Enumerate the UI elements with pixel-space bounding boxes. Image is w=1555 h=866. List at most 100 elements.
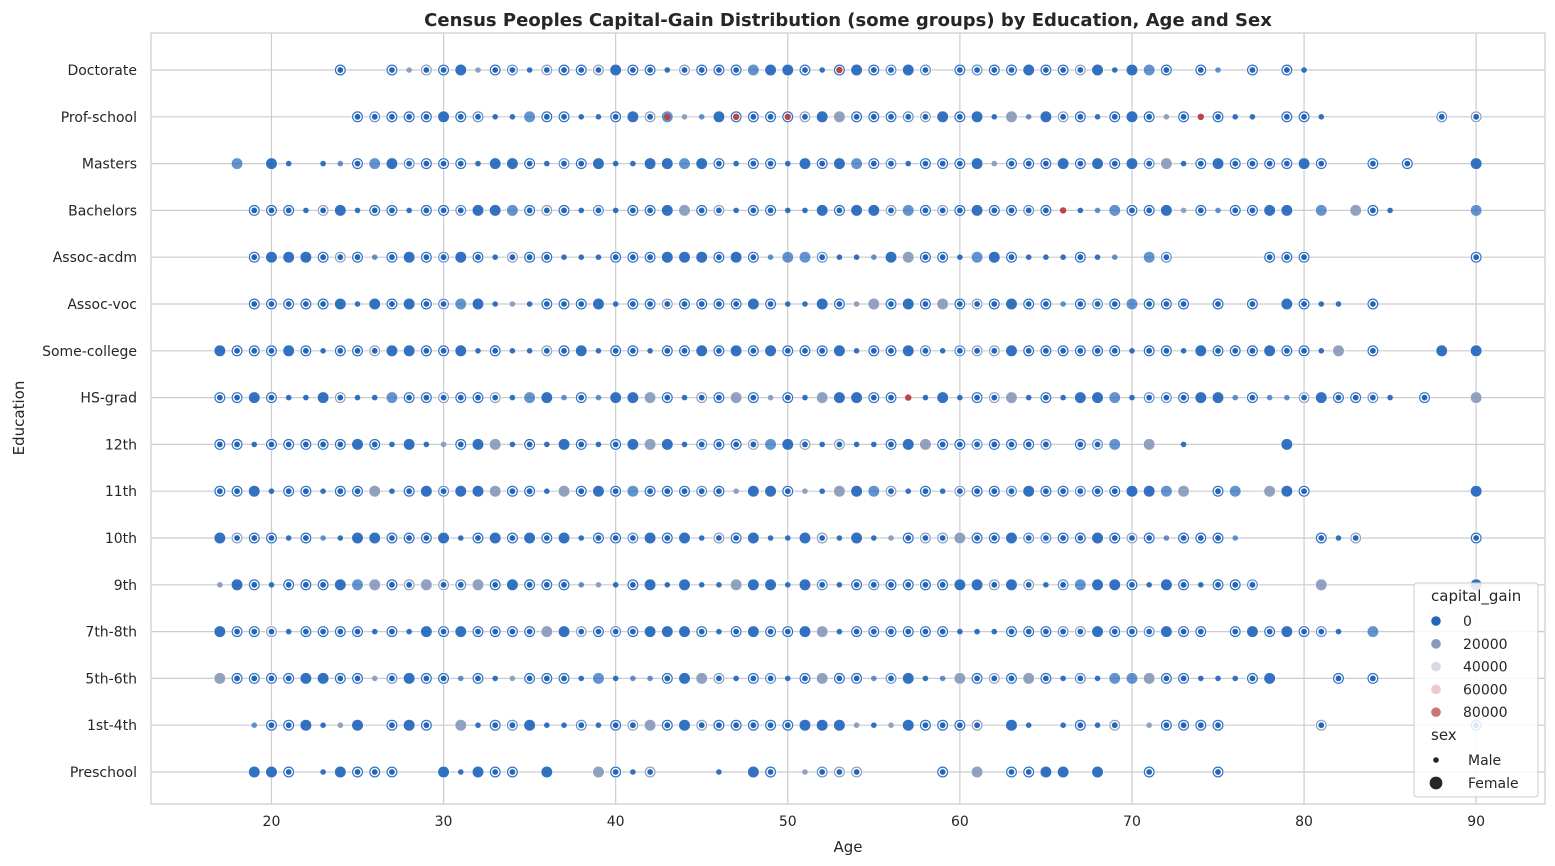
- data-point-male: [662, 346, 672, 356]
- data-point-female: [678, 625, 691, 638]
- data-point-female: [781, 251, 794, 264]
- data-point-male: [1213, 720, 1223, 730]
- legend-size-entries: Male Female: [1429, 753, 1519, 792]
- data-point-male: [611, 627, 620, 636]
- data-point-female: [661, 204, 674, 217]
- data-point-female: [902, 438, 915, 451]
- data-point-male: [525, 627, 534, 636]
- data-point-female: [213, 531, 226, 545]
- data-point-female: [867, 297, 880, 311]
- data-point-male: [576, 65, 586, 75]
- data-point-female: [626, 391, 639, 404]
- data-point-female: [1280, 204, 1293, 217]
- data-point-female: [850, 63, 863, 77]
- data-point-male: [371, 628, 378, 635]
- data-point-male: [544, 160, 550, 167]
- data-point-female: [1194, 344, 1207, 357]
- data-point-female: [1143, 63, 1156, 77]
- data-point-male: [303, 207, 309, 214]
- data-point-male: [1007, 627, 1016, 636]
- data-point-male: [1110, 720, 1120, 730]
- data-point-male: [267, 440, 276, 449]
- data-point-female: [230, 157, 244, 170]
- data-point-male: [938, 533, 947, 543]
- data-point-male: [1162, 674, 1171, 683]
- data-point-female: [764, 485, 777, 498]
- legend-hue-label: 0: [1463, 614, 1472, 630]
- data-point-female: [471, 765, 485, 779]
- data-point-male: [869, 112, 879, 122]
- data-point-male: [1232, 114, 1239, 120]
- data-point-male: [457, 535, 464, 541]
- legend-hue-marker: [1431, 707, 1441, 717]
- data-point-male: [1060, 394, 1066, 401]
- data-point-female: [1211, 391, 1225, 404]
- data-point-male: [318, 440, 328, 449]
- data-point-male: [989, 65, 999, 75]
- data-point-male: [989, 393, 999, 402]
- data-point-female: [385, 391, 399, 404]
- data-point-male: [819, 488, 825, 495]
- data-point-male: [869, 65, 879, 75]
- data-point-male: [1266, 394, 1273, 401]
- data-point-male: [284, 299, 293, 309]
- data-point-female: [747, 531, 760, 545]
- data-point-female: [489, 157, 502, 170]
- data-point-female: [816, 391, 829, 404]
- data-point-male: [869, 159, 879, 168]
- data-point-male: [974, 628, 980, 635]
- data-point-male: [871, 675, 877, 682]
- data-point-female: [1349, 204, 1362, 217]
- data-point-male: [439, 580, 448, 590]
- data-point-female: [678, 251, 691, 264]
- data-point-male: [1058, 627, 1068, 636]
- data-point-male: [1316, 720, 1326, 730]
- data-point-female: [1280, 297, 1293, 311]
- data-point-male: [354, 394, 361, 401]
- data-point-male: [836, 254, 843, 260]
- data-point-male: [475, 160, 481, 167]
- data-point-male: [817, 159, 827, 168]
- data-point-male: [921, 65, 930, 75]
- data-point-male: [800, 65, 810, 75]
- data-point-male: [423, 441, 430, 448]
- data-point-male: [353, 159, 362, 168]
- data-point-female: [902, 297, 915, 311]
- data-point-male: [249, 299, 259, 309]
- data-point-male: [871, 722, 877, 728]
- data-point-male: [714, 440, 724, 449]
- data-point-male: [387, 720, 397, 730]
- data-point-female: [403, 438, 416, 451]
- data-point-male: [404, 112, 414, 122]
- data-point-female: [592, 672, 605, 685]
- data-point-female: [368, 531, 381, 545]
- data-point-male: [852, 627, 861, 636]
- data-point-female: [798, 719, 812, 732]
- data-point-female: [798, 531, 812, 545]
- data-point-male: [731, 299, 741, 309]
- legend-size-marker: [1429, 776, 1443, 790]
- data-point-male: [371, 394, 378, 401]
- data-point-male: [802, 301, 808, 307]
- data-point-male: [645, 112, 655, 122]
- data-point-male: [766, 720, 775, 730]
- data-point-male: [1110, 346, 1120, 356]
- data-point-male: [1213, 533, 1223, 543]
- data-point-male: [714, 252, 724, 262]
- data-point-male: [989, 486, 999, 496]
- data-point-male: [697, 65, 707, 75]
- data-point-male: [749, 393, 758, 402]
- data-point-male: [370, 440, 380, 449]
- data-point-male: [733, 488, 739, 495]
- data-point-male: [1248, 159, 1257, 168]
- data-point-male: [422, 720, 431, 730]
- data-point-male: [680, 65, 689, 75]
- data-point-male: [337, 722, 344, 728]
- data-point-male: [955, 486, 965, 496]
- data-point-male: [800, 674, 810, 683]
- x-axis-label: Age: [833, 838, 862, 856]
- data-point-male: [783, 486, 793, 496]
- data-point-male: [318, 627, 328, 636]
- data-point-female: [643, 719, 657, 732]
- data-point-male: [1041, 533, 1051, 543]
